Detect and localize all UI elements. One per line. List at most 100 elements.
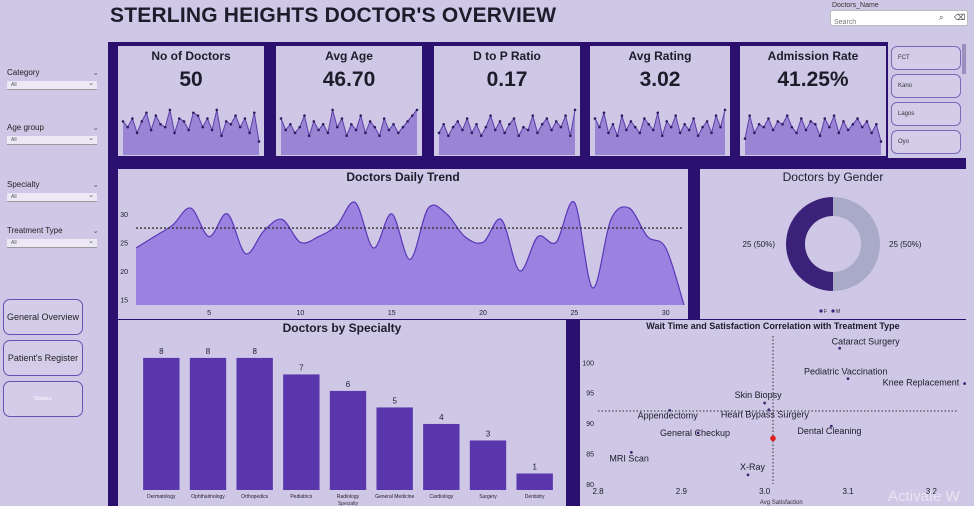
sparkline-point bbox=[564, 114, 567, 117]
sparkline-point bbox=[554, 120, 558, 123]
doctor-search: Doctors_Name ⌕ ⌫ bbox=[830, 2, 970, 30]
sparkline-point bbox=[743, 137, 747, 140]
sparkline-point bbox=[526, 128, 530, 132]
data-label: 25 (50%) bbox=[743, 240, 776, 249]
scatter-point-label: Pediatric Vaccination bbox=[804, 367, 887, 377]
sparkline-point bbox=[814, 122, 817, 126]
chevron-down-icon[interactable]: ⌄ bbox=[92, 180, 99, 189]
sparkline-point bbox=[350, 122, 353, 126]
sparkline-point bbox=[312, 120, 316, 123]
x-tick-label: Dentistry bbox=[525, 494, 545, 500]
search-icon[interactable]: ⌕ bbox=[939, 13, 944, 22]
sparkline-point bbox=[710, 131, 713, 135]
sparkline-point bbox=[522, 125, 525, 129]
slicer-treatment-type[interactable]: Treatment Type ⌄ All bbox=[7, 226, 99, 250]
sparkline-point bbox=[368, 120, 372, 123]
donut-slice-male bbox=[833, 197, 880, 291]
state-button-oyo[interactable]: Oyo bbox=[891, 130, 961, 154]
sparkline-point bbox=[508, 122, 511, 126]
kpi-value: 0.17 bbox=[486, 68, 528, 91]
x-tick-label: Pediatrics bbox=[290, 494, 312, 500]
eraser-icon[interactable]: ⌫ bbox=[954, 13, 966, 22]
bar bbox=[469, 440, 507, 490]
sparkline-point bbox=[131, 117, 134, 120]
sparkline-point bbox=[210, 128, 214, 132]
scatter-point bbox=[629, 450, 633, 454]
sparkline-point bbox=[846, 128, 850, 132]
sparkline-point bbox=[856, 117, 859, 120]
kpi-value: 41.25% bbox=[777, 68, 849, 91]
x-tick-label: 25 bbox=[571, 310, 579, 317]
bar bbox=[423, 423, 460, 490]
sparkline-point bbox=[776, 120, 780, 123]
scatter-point-label: Dental Cleaning bbox=[797, 426, 861, 436]
patients-register-button[interactable]: Patient's Register bbox=[3, 340, 83, 376]
x-tick-label: Surgery bbox=[479, 494, 497, 500]
search-input[interactable] bbox=[831, 15, 937, 30]
chevron-down-icon[interactable]: ⌄ bbox=[92, 123, 99, 132]
bar bbox=[189, 357, 227, 490]
sparkline-point bbox=[701, 125, 704, 129]
sparkline-point bbox=[196, 114, 200, 117]
x-tick-label: 3.0 bbox=[759, 487, 771, 496]
kpi-card-dp-ratio: D to P Ratio 0.17 bbox=[434, 46, 580, 156]
sparkline-point bbox=[705, 120, 709, 123]
sparkline-point bbox=[643, 117, 646, 120]
sparkline-point bbox=[321, 122, 325, 126]
chevron-down-icon[interactable]: ⌄ bbox=[92, 68, 99, 77]
kpi-title: D to P Ratio bbox=[473, 49, 541, 63]
sparkline-point bbox=[437, 131, 441, 135]
scrollbar[interactable] bbox=[962, 44, 966, 74]
bar bbox=[376, 407, 413, 490]
chart-title: Wait Time and Satisfaction Correlation w… bbox=[646, 321, 900, 331]
slicer-dropdown[interactable]: All bbox=[7, 134, 97, 145]
x-tick-label: 2.9 bbox=[676, 487, 688, 496]
slicer-age-group[interactable]: Age group ⌄ All bbox=[7, 123, 99, 147]
scatter-point-label: MRI Scan bbox=[609, 453, 649, 463]
watermark-text: Activate W bbox=[888, 488, 960, 505]
sparkline-point bbox=[573, 108, 577, 112]
sparkline-point bbox=[382, 117, 386, 120]
sparkline-point bbox=[442, 122, 445, 126]
scatter-point bbox=[668, 408, 672, 412]
dashboard-board: No of Doctors 50 Avg Age 46.70 D to P Ra… bbox=[108, 42, 966, 506]
sparkline-point bbox=[771, 128, 775, 132]
y-tick-label: 95 bbox=[586, 391, 594, 398]
sparkline-point bbox=[378, 134, 381, 138]
sparkline-point bbox=[860, 125, 864, 129]
sparkline-point bbox=[121, 120, 125, 123]
sparkline-point bbox=[253, 111, 256, 115]
kpi-sparkline bbox=[279, 108, 419, 155]
sparkline-point bbox=[687, 128, 691, 132]
state-button-fct[interactable]: FCT bbox=[891, 46, 961, 70]
sparkline-point bbox=[182, 120, 186, 123]
sparkline-point bbox=[173, 131, 176, 135]
x-tick-label: 3.1 bbox=[842, 487, 854, 496]
sparkline-point bbox=[135, 131, 139, 135]
kpi-sparkline bbox=[121, 108, 261, 155]
slicer-category[interactable]: Category ⌄ All bbox=[7, 68, 99, 92]
sparkline-point bbox=[669, 125, 673, 129]
bar bbox=[283, 374, 320, 490]
sparkline-point bbox=[536, 131, 539, 135]
chevron-down-icon[interactable]: ⌄ bbox=[92, 226, 99, 235]
data-label: 25 (50%) bbox=[889, 240, 922, 249]
slicer-dropdown[interactable]: All bbox=[7, 237, 97, 248]
kpi-sparkline bbox=[743, 114, 883, 155]
sparkline-point bbox=[177, 117, 181, 120]
state-button-lagos[interactable]: Lagos bbox=[891, 102, 961, 126]
slicer-dropdown[interactable]: All bbox=[7, 191, 97, 202]
scatter-point-label: Knee Replacement bbox=[883, 378, 960, 388]
sparkline-point bbox=[475, 122, 478, 126]
sparkline-point bbox=[818, 134, 822, 138]
sparkline-point bbox=[201, 125, 205, 129]
doctors-button[interactable]: Doctors bbox=[3, 381, 83, 417]
state-button-kano[interactable]: Kano bbox=[891, 74, 961, 98]
x-tick-label: Cardiology bbox=[429, 494, 453, 500]
general-overview-button[interactable]: General Overview bbox=[3, 299, 83, 335]
x-tick-label: 20 bbox=[479, 310, 487, 317]
x-axis-label: Specialty bbox=[338, 501, 359, 506]
slicer-dropdown[interactable]: All bbox=[7, 79, 97, 90]
slicer-specialty[interactable]: Specialty ⌄ All bbox=[7, 180, 99, 204]
search-box[interactable]: ⌕ ⌫ bbox=[830, 10, 968, 30]
